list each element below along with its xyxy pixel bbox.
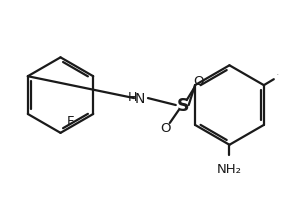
Text: N: N (135, 92, 145, 106)
Text: H: H (128, 91, 137, 104)
Text: NH₂: NH₂ (217, 163, 242, 176)
Text: ·: · (277, 72, 279, 77)
Text: O: O (193, 75, 204, 88)
Text: F: F (66, 115, 74, 128)
Text: O: O (160, 122, 171, 135)
Text: S: S (176, 97, 189, 115)
